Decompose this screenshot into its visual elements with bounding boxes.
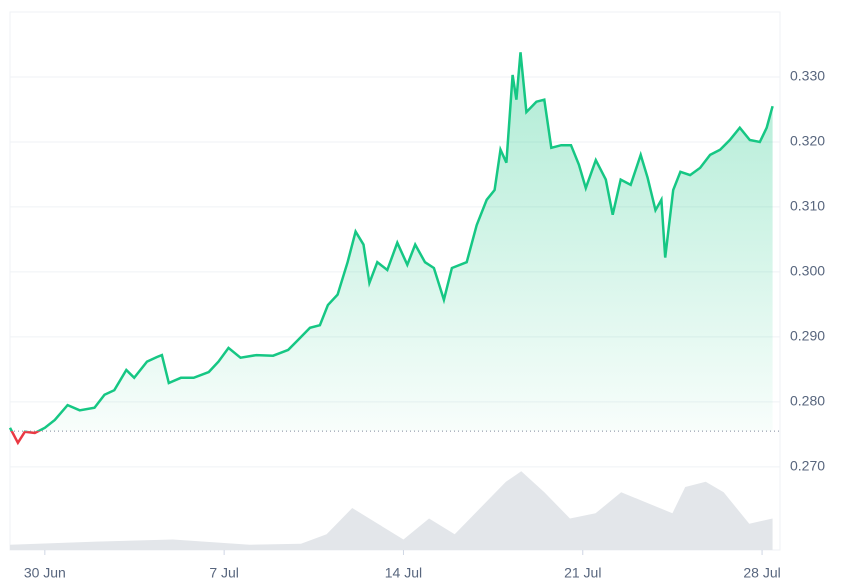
volume-area (10, 471, 773, 550)
y-tick-label: 0.310 (790, 198, 825, 214)
x-tick-label: 7 Jul (209, 565, 239, 581)
y-tick-label: 0.330 (790, 68, 825, 84)
y-tick-label: 0.290 (790, 328, 825, 344)
x-tick-label: 14 Jul (385, 565, 422, 581)
y-tick-label: 0.320 (790, 133, 825, 149)
y-tick-label: 0.280 (790, 393, 825, 409)
y-tick-label: 0.270 (790, 458, 825, 474)
price-line (8, 52, 774, 432)
x-tick-label: 28 Jul (743, 565, 780, 581)
y-tick-label: 0.300 (790, 263, 825, 279)
x-tick-label: 30 Jun (24, 565, 66, 581)
price-area (10, 52, 773, 432)
x-tick-label: 21 Jul (564, 565, 601, 581)
